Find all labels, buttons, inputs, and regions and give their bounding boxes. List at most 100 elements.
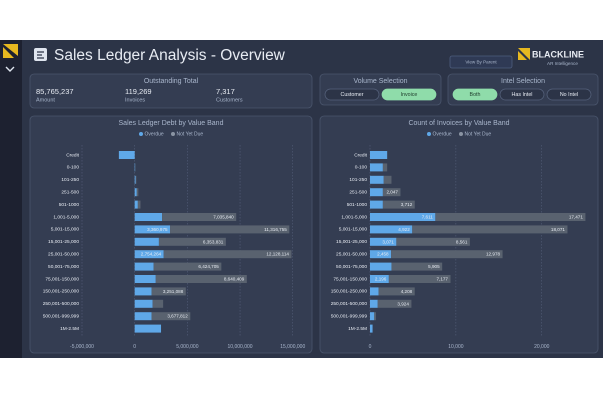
- data-label: 3,251,088: [163, 289, 184, 294]
- bar-segment: [396, 237, 470, 246]
- bar-segment: [370, 324, 373, 333]
- toggle-button[interactable]: [499, 88, 545, 101]
- bar-segment: [391, 250, 503, 259]
- bar-segment: [137, 200, 141, 209]
- category-label: 501-1000: [347, 202, 368, 208]
- toggle-label: Has Intel: [512, 92, 533, 98]
- category-label: 150,001-250,000: [43, 289, 80, 295]
- x-tick-label: 15,000,000: [280, 344, 305, 350]
- data-label: 2,196: [375, 277, 387, 282]
- bar-segment: [370, 237, 397, 246]
- data-label: 5,905: [428, 264, 440, 269]
- kpi-label: Customers: [216, 97, 243, 103]
- chart-title: Count of Invoices by Value Band: [408, 120, 509, 127]
- data-label: 17,471: [569, 215, 583, 220]
- sidebar-toggle[interactable]: [5, 66, 15, 72]
- data-label: 3,712: [401, 202, 413, 207]
- data-label: 3,677,812: [167, 314, 188, 319]
- data-label: 6,424,705: [198, 264, 219, 269]
- category-label: 1M-2.5M: [60, 326, 79, 332]
- toggle-label: Customer: [341, 92, 364, 98]
- data-label: 2,754,264: [141, 252, 162, 257]
- bar-segment: [134, 287, 152, 296]
- toggle-button[interactable]: [452, 88, 498, 101]
- category-label: 101-250: [61, 177, 79, 183]
- button-label: View By Parent: [465, 60, 497, 65]
- bar-segment: [370, 200, 383, 209]
- volume-selection-title: Volume Selection: [353, 78, 407, 85]
- bar-segment: [162, 213, 237, 221]
- x-tick-label: 10,000: [448, 344, 464, 350]
- kpi-value: 85,765,237: [36, 87, 74, 96]
- data-label: 4,922: [398, 227, 410, 232]
- bar-segment: [134, 237, 159, 246]
- bar-segment: [151, 287, 186, 296]
- category-label: 500,001-999,999: [43, 313, 80, 319]
- toggle-button[interactable]: [546, 88, 592, 101]
- bar-segment: [135, 175, 137, 184]
- bar-segment: [151, 312, 191, 321]
- legend-marker: [427, 132, 431, 136]
- bar-segment: [134, 213, 163, 221]
- category-label: 1,001-5,000: [53, 214, 79, 220]
- bar-segment: [370, 250, 392, 259]
- logo-mark: [518, 48, 530, 60]
- intel-selection-title: Intel Selection: [501, 78, 545, 85]
- category-label: 150,001-250,000: [331, 289, 368, 295]
- intel-options: Both Has Intel No Intel: [452, 88, 592, 101]
- bar-segment: [370, 299, 378, 308]
- data-label: 2,047: [386, 190, 398, 195]
- data-label: 6,353,831: [203, 239, 224, 244]
- kpi-panel: [29, 73, 313, 109]
- data-label: 7,035,840: [213, 215, 234, 220]
- category-label: Credit: [354, 152, 367, 158]
- category-label: 250,001-500,000: [331, 301, 368, 307]
- bar-segment: [158, 237, 226, 246]
- toggle-button[interactable]: [324, 88, 380, 101]
- bar-segment: [134, 175, 136, 184]
- category-label: 25,001-50,000: [48, 251, 79, 257]
- kpi-label: Amount: [36, 97, 55, 103]
- bar-segment: [370, 287, 379, 296]
- category-label: 75,001-150,000: [333, 276, 367, 282]
- category-label: 251-500: [61, 189, 79, 195]
- logo-subtext: AR Intelligence: [547, 61, 578, 66]
- sidebar-logo: [3, 44, 18, 56]
- bar-segment: [370, 151, 388, 159]
- bar-segment: [134, 312, 152, 321]
- bar-segment: [152, 299, 164, 308]
- page-title: Sales Ledger Analysis - Overview: [54, 47, 286, 64]
- bar-segment: [134, 250, 164, 259]
- data-label: 3,924: [397, 301, 409, 306]
- bar-segment: [153, 262, 222, 271]
- category-label: 500,001-999,999: [331, 313, 368, 319]
- bar-segment: [134, 299, 153, 308]
- category-label: 50,001-75,000: [336, 264, 367, 270]
- category-label: 250,001-500,000: [43, 301, 80, 307]
- category-label: 0-100: [67, 165, 80, 171]
- category-label: Credit: [66, 152, 79, 158]
- bar-segment: [435, 213, 586, 221]
- bar-segment: [155, 275, 247, 283]
- view-by-parent-button[interactable]: [449, 55, 513, 69]
- data-label: 18,071: [551, 227, 565, 232]
- toggle-button[interactable]: [381, 88, 437, 101]
- data-label: 8,640,409: [224, 277, 245, 282]
- category-label: 0-100: [355, 165, 368, 171]
- bar-segment: [370, 225, 413, 234]
- legend-label: Not Yet Due: [465, 132, 492, 138]
- toggle-label: Invoice: [401, 92, 418, 98]
- bar-segment: [378, 287, 415, 296]
- toggle-label: Both: [470, 92, 481, 98]
- chart-title: Sales Ledger Debt by Value Band: [119, 120, 224, 127]
- logo-text: BLACKLINE: [532, 49, 584, 59]
- category-label: 5,001-15,000: [51, 227, 80, 233]
- logo-mark-part: [518, 51, 527, 60]
- x-tick-label: -5,000,000: [70, 344, 94, 350]
- category-label: 15,001-25,000: [336, 239, 367, 245]
- x-tick-label: 0: [369, 344, 372, 350]
- category-label: 1,001-5,000: [341, 214, 367, 220]
- category-label: 1M-2.5M: [348, 326, 367, 332]
- category-label: 501-1000: [59, 202, 80, 208]
